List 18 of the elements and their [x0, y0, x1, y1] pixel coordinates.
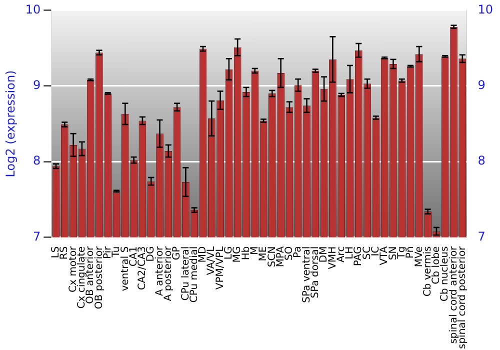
- y2-tick-label: 8: [478, 154, 486, 168]
- x-tick-label: spinal cord posterior: [457, 245, 468, 350]
- x-tick-label: Tg: [396, 246, 408, 260]
- y2-tick-label: 7: [478, 229, 486, 244]
- x-tick-label: DG: [146, 246, 157, 262]
- x-tick-label: GP: [172, 246, 183, 260]
- y-tick-label: 8: [33, 154, 41, 168]
- x-tick-label: MVe: [414, 246, 425, 268]
- x-tick-label: A posterior: [163, 245, 174, 302]
- y-tick-label: 10: [25, 2, 41, 16]
- y2-tick-label: 9: [478, 78, 486, 92]
- y2-tick-label: 10: [478, 2, 494, 16]
- x-tick-label: Pa: [292, 246, 304, 258]
- y-tick-label: 7: [33, 229, 41, 244]
- y-axis-title: Log2 (expression): [3, 70, 18, 178]
- x-tick-label: RS: [59, 246, 70, 260]
- y-tick-label: 9: [33, 78, 41, 92]
- x-tick-label: OB posterior: [94, 245, 105, 310]
